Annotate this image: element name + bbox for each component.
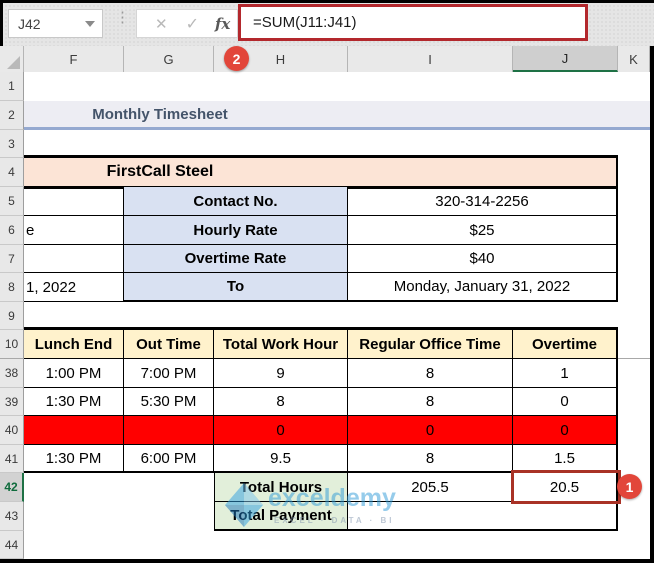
info-label-hourly-rate[interactable]: Hourly Rate [124, 216, 348, 245]
row-header-41[interactable]: 41 [0, 445, 24, 473]
row-header-3[interactable]: 3 [0, 130, 24, 158]
info-value-hourly-rate[interactable]: $25 [348, 216, 618, 245]
row-header-4[interactable]: 4 [0, 158, 24, 187]
frame-top [0, 0, 654, 3]
total-payment-label[interactable]: Total Payment [214, 502, 348, 531]
frame-bottom [0, 559, 654, 563]
row-header-43[interactable]: 43 [0, 502, 24, 531]
cell-i43-j43[interactable] [348, 502, 618, 531]
info-value-contact[interactable]: 320-314-2256 [348, 187, 618, 216]
cell-f39[interactable]: 1:30 PM [24, 388, 124, 416]
insert-function-icon[interactable]: fx [214, 14, 231, 33]
cell-h40[interactable]: 0 [214, 416, 348, 445]
cell-g38[interactable]: 7:00 PM [124, 359, 214, 388]
cell-j39[interactable]: 0 [513, 388, 618, 416]
row-header-44[interactable]: 44 [0, 531, 24, 559]
cell-i40[interactable]: 0 [348, 416, 513, 445]
ts-header-regular-office-time[interactable]: Regular Office Time [348, 330, 513, 359]
name-box-value: J42 [18, 15, 41, 32]
cell-h38[interactable]: 9 [214, 359, 348, 388]
annotation-badge-2: 2 [224, 46, 249, 71]
row-header-10[interactable]: 10 [0, 330, 24, 359]
info-label-to[interactable]: To [124, 273, 348, 302]
column-header-j[interactable]: J [513, 46, 618, 72]
cell-h39[interactable]: 8 [214, 388, 348, 416]
cell-g39[interactable]: 5:30 PM [124, 388, 214, 416]
sheet-title: Monthly Timesheet [92, 105, 228, 123]
formula-bar-input[interactable]: =SUM(J11:J41) [238, 4, 588, 41]
annotation-badge-1: 1 [617, 474, 642, 499]
cell-f8[interactable]: 1, 2022 [24, 273, 124, 302]
cell-f40[interactable] [24, 416, 124, 445]
cell-j40[interactable]: 0 [513, 416, 618, 445]
cell-f7[interactable] [24, 245, 124, 273]
ts-header-overtime[interactable]: Overtime [513, 330, 618, 359]
total-hours-label[interactable]: Total Hours [214, 473, 348, 502]
row-header-40[interactable]: 40 [0, 416, 24, 445]
cell-f38[interactable]: 1:00 PM [24, 359, 124, 388]
cell-i38[interactable]: 8 [348, 359, 513, 388]
title-band[interactable]: Monthly Timesheet [24, 101, 650, 130]
select-all-icon [7, 56, 20, 69]
row-header-5[interactable]: 5 [0, 187, 24, 216]
cell-h41[interactable]: 9.5 [214, 445, 348, 473]
cell-f41[interactable]: 1:30 PM [24, 445, 124, 473]
row-header-7[interactable]: 7 [0, 245, 24, 273]
table-top-border [24, 327, 618, 330]
cell-f6[interactable]: e [24, 216, 124, 245]
info-value-overtime-rate[interactable]: $40 [348, 245, 618, 273]
formula-bar-drag-handle[interactable]: ⋮ [115, 9, 130, 26]
row-header-2[interactable]: 2 [0, 101, 24, 130]
select-all-corner[interactable] [0, 46, 24, 72]
cell-g40[interactable] [124, 416, 214, 445]
ts-header-total-work-hour[interactable]: Total Work Hour [214, 330, 348, 359]
column-header-i[interactable]: I [348, 46, 513, 72]
cell-g41[interactable]: 6:00 PM [124, 445, 214, 473]
row-header-42[interactable]: 42 [0, 473, 24, 502]
row-header-6[interactable]: 6 [0, 216, 24, 245]
row-header-38[interactable]: 38 [0, 359, 24, 388]
cell-j41[interactable]: 1.5 [513, 445, 618, 473]
row-header-39[interactable]: 39 [0, 388, 24, 416]
cancel-icon[interactable]: ✕ [155, 15, 168, 33]
ts-header-lunch-end[interactable]: Lunch End [24, 330, 124, 359]
cell-i42[interactable]: 205.5 [348, 473, 513, 502]
frame-left [0, 0, 3, 46]
enter-icon[interactable]: ✓ [185, 15, 199, 33]
row-header-1[interactable]: 1 [0, 72, 24, 101]
table-bottom-border [24, 471, 618, 473]
formula-buttons: ✕ ✓ fx [136, 9, 238, 38]
cell-j38[interactable]: 1 [513, 359, 618, 388]
annotation-red-box [511, 470, 621, 504]
cell-f5[interactable] [24, 187, 124, 216]
name-box[interactable]: J42 [8, 9, 103, 38]
row-header-9[interactable]: 9 [0, 302, 24, 330]
frame-right [650, 46, 654, 563]
company-band[interactable]: FirstCall Steel [24, 155, 618, 189]
formula-toolbar: J42 ⋮ ✕ ✓ fx =SUM(J11:J41) [0, 0, 654, 46]
row-header-8[interactable]: 8 [0, 273, 24, 302]
info-label-contact[interactable]: Contact No. [124, 187, 348, 216]
column-header-k[interactable]: K [618, 46, 650, 72]
ts-header-out-time[interactable]: Out Time [124, 330, 214, 359]
column-header-f[interactable]: F [24, 46, 124, 72]
info-value-to[interactable]: Monday, January 31, 2022 [348, 273, 618, 302]
column-header-g[interactable]: G [124, 46, 214, 72]
name-box-dropdown-icon[interactable] [85, 21, 95, 27]
company-name: FirstCall Steel [106, 163, 214, 180]
formula-text: =SUM(J11:J41) [253, 14, 357, 31]
info-label-overtime-rate[interactable]: Overtime Rate [124, 245, 348, 273]
cell-i39[interactable]: 8 [348, 388, 513, 416]
cell-i41[interactable]: 8 [348, 445, 513, 473]
